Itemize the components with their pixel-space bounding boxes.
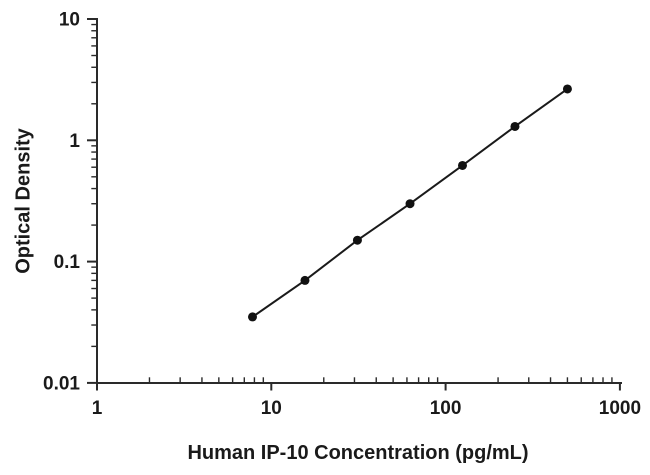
y-tick-label: 0.1 [54, 252, 81, 273]
x-tick-label: 1 [92, 398, 103, 419]
x-tick-label: 1000 [599, 398, 641, 419]
y-tick-label: 0.01 [43, 373, 80, 394]
data-point-marker [562, 84, 572, 94]
data-point-marker [510, 121, 520, 131]
x-axis-title: Human IP-10 Concentration (pg/mL) [187, 442, 529, 464]
x-tick-label: 10 [261, 398, 282, 419]
data-point-marker [352, 235, 362, 245]
y-tick-label: 1 [69, 131, 80, 152]
y-axis-title: Optical Density [12, 128, 35, 274]
y-tick-label: 10 [59, 10, 80, 31]
x-tick-label: 100 [430, 398, 462, 419]
data-point-marker [300, 275, 310, 285]
data-point-marker [405, 199, 415, 209]
data-point-marker [457, 160, 467, 170]
data-point-marker [247, 312, 257, 322]
